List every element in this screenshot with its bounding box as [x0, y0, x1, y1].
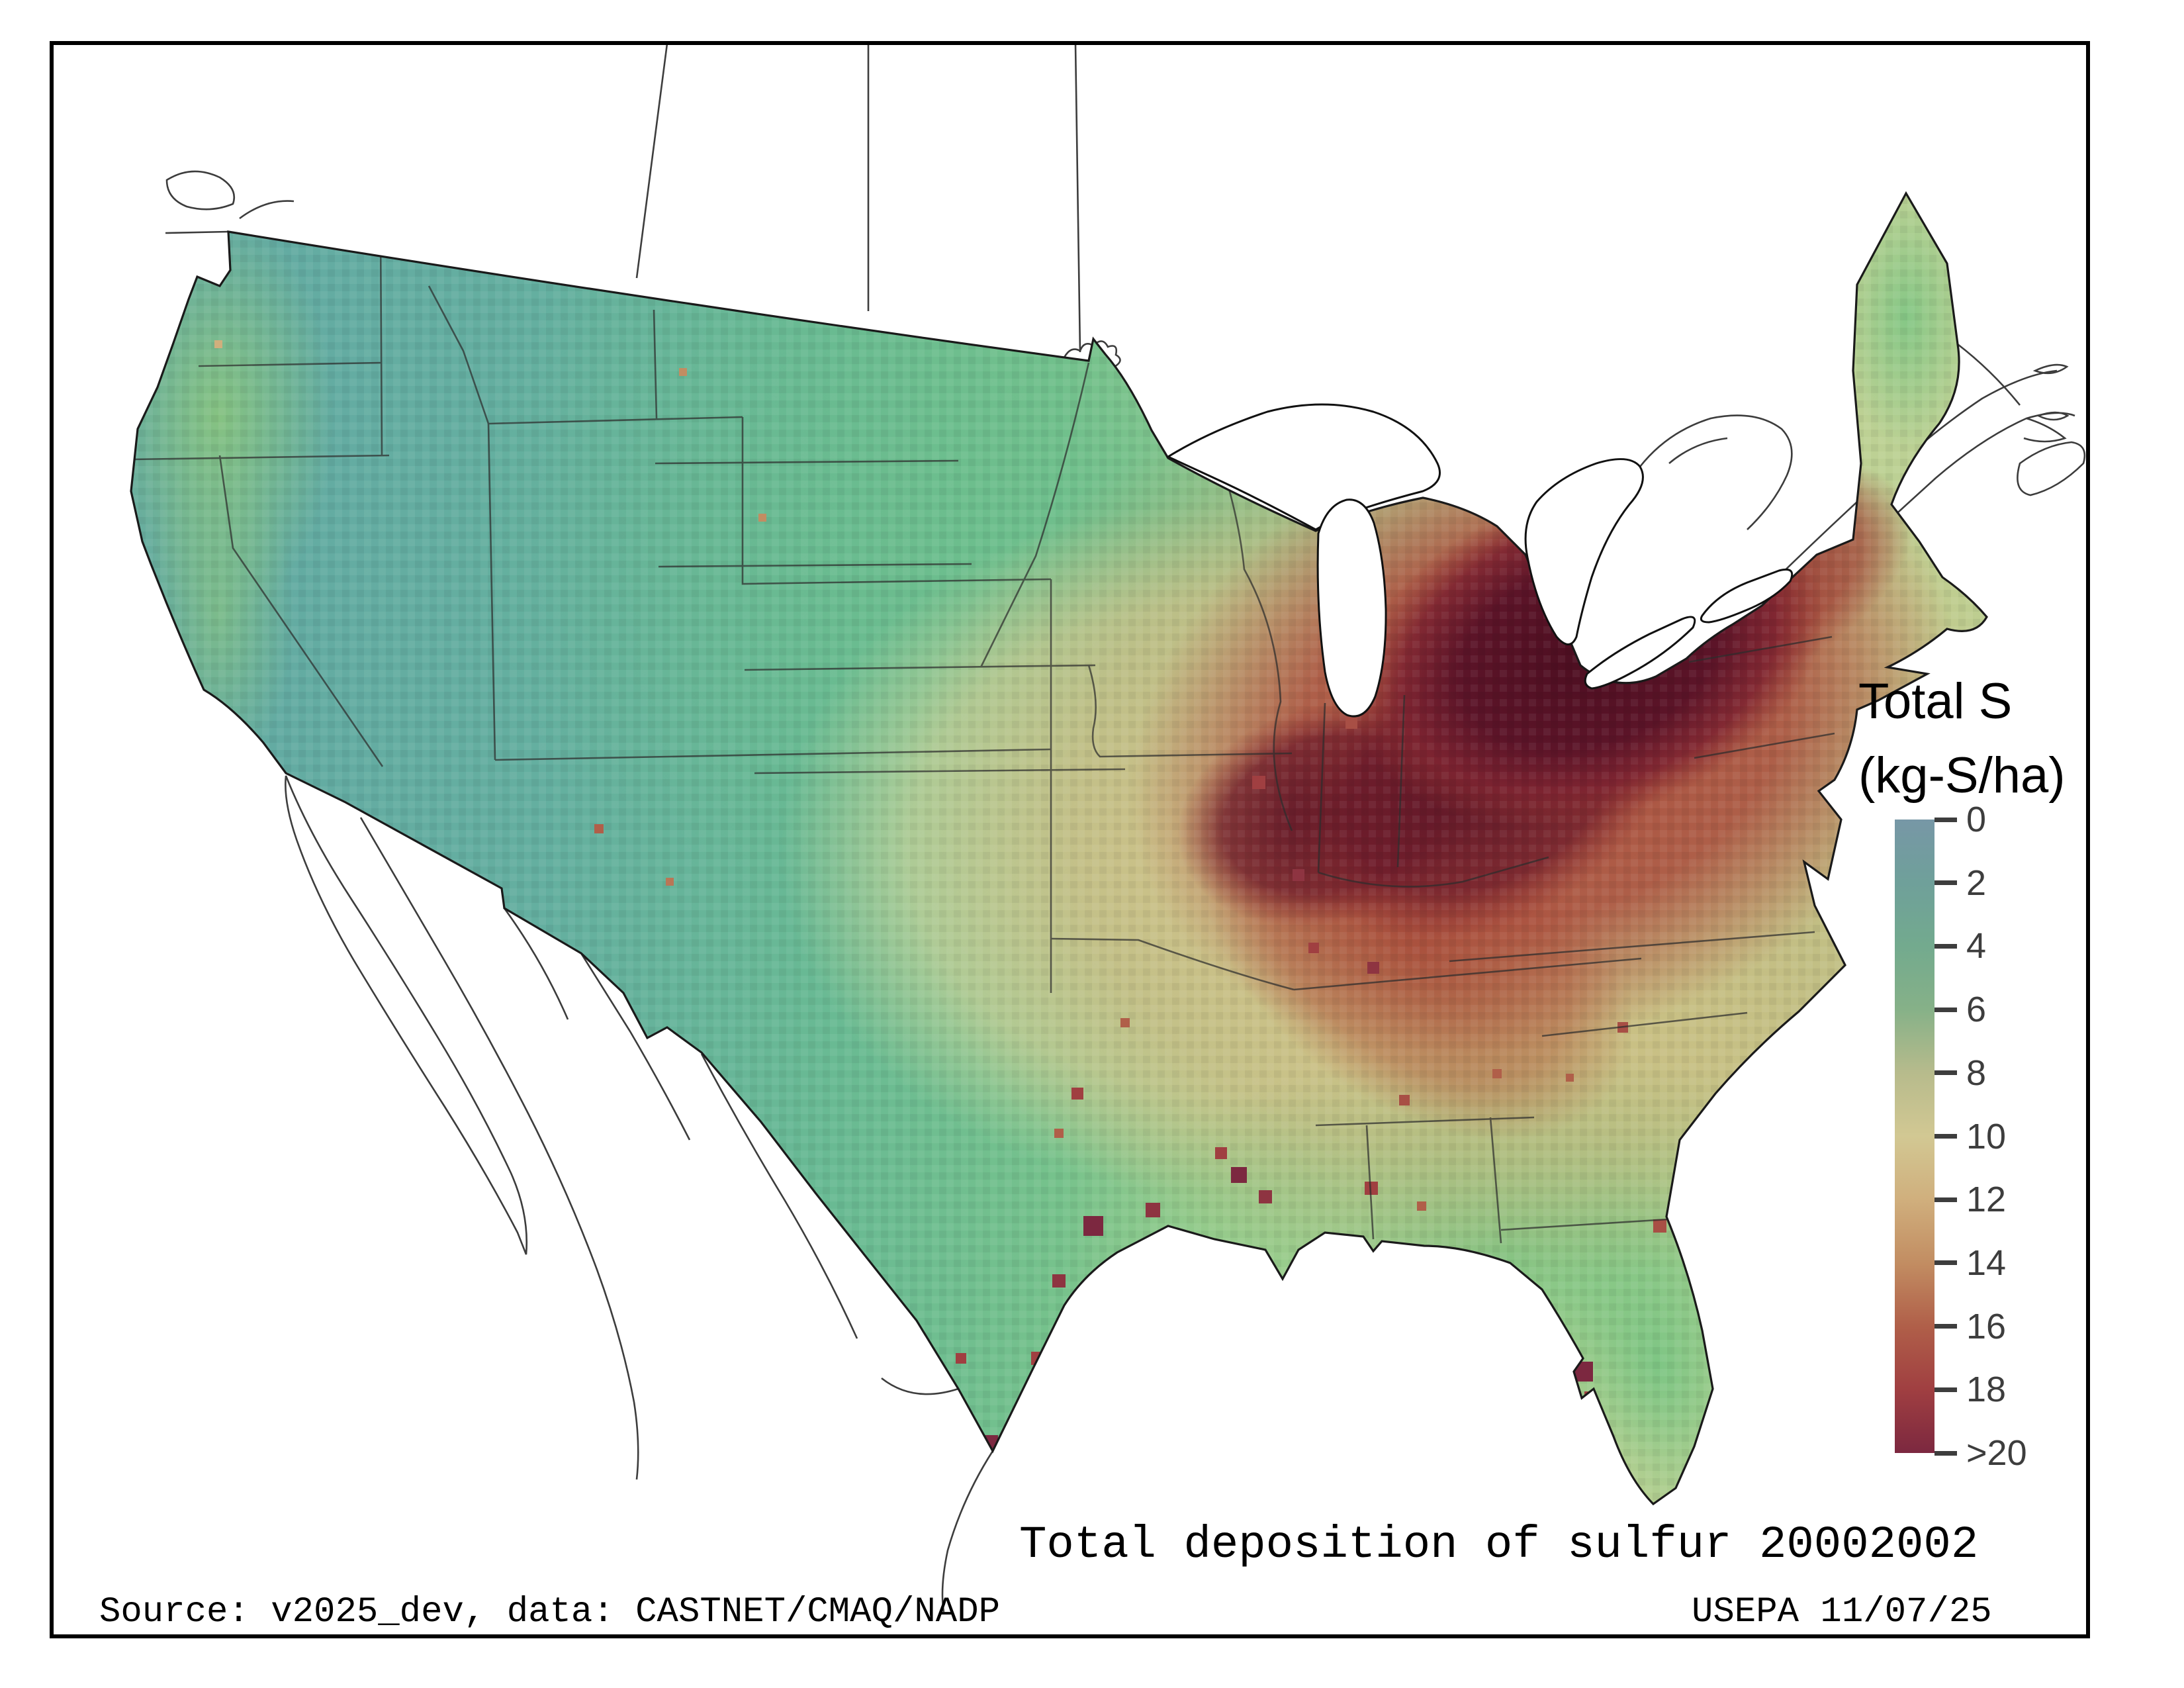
- anticosti-outline: [2032, 363, 2069, 375]
- lake-ontario-shape: [1700, 568, 1794, 624]
- province-border-3: [1074, 43, 1081, 353]
- hotspot-central-texas-1: [1071, 1088, 1083, 1100]
- agency-date-stamp: USEPA 11/07/25: [1692, 1592, 1992, 1632]
- colorbar-tick-mark: [1934, 1450, 1957, 1456]
- colorbar-tick-mark: [1934, 1007, 1957, 1012]
- colorbar-tick-mark: [1934, 1324, 1957, 1329]
- great-lakes: [1165, 403, 1794, 718]
- hotspot-mobile: [1365, 1182, 1378, 1195]
- mexico-east-coast: [941, 1450, 994, 1613]
- colorbar-tick-label: 2: [1966, 863, 1987, 903]
- hotspot-jacksonville: [1653, 1219, 1666, 1233]
- gaspe-outline: [2023, 417, 2067, 443]
- colorbar-tick-mark: [1934, 1387, 1957, 1392]
- colorbar-tick-label: 14: [1966, 1243, 2007, 1283]
- legend-title-line2: (kg-S/ha): [1858, 747, 2066, 804]
- source-note: Source: v2025_dev, data: CASTNET/CMAQ/NA…: [99, 1592, 1001, 1632]
- hotspot-houston-ship-channel: [1083, 1216, 1103, 1236]
- hotspot-laredo: [956, 1353, 966, 1364]
- hotspot-four-corners: [594, 824, 604, 833]
- mexico-state-line-2: [700, 1053, 858, 1339]
- hotspot-baton-rouge: [1231, 1167, 1247, 1183]
- colorbar-tick-label: >20: [1966, 1433, 2027, 1473]
- colorbar-tick-label: 6: [1966, 990, 1987, 1030]
- canada-border-west-extension: [165, 230, 229, 234]
- nova-scotia-outline: [2017, 441, 2086, 496]
- colorbar-tick-mark: [1934, 1260, 1957, 1266]
- hotspot-dallas-area: [1120, 1018, 1130, 1027]
- pei-outline: [2036, 411, 2070, 421]
- rio-grande-interior: [881, 1377, 959, 1395]
- colorbar-tick-scale: 0 2 4 6 8 10 12 14 16 18 >20: [1934, 800, 2093, 1473]
- colorbar-tick-mark: [1934, 1070, 1957, 1076]
- legend-title: Total S (kg-S/ha): [1858, 665, 2066, 813]
- legend-title-line1: Total S: [1858, 673, 2013, 729]
- colorbar-tick-label: 16: [1966, 1306, 2007, 1346]
- colorbar-tick-mark: [1934, 1134, 1957, 1139]
- bc-inlets-line: [239, 200, 295, 220]
- hotspot-chicago-gary: [1345, 717, 1357, 729]
- hotspot-new-orleans: [1259, 1190, 1272, 1203]
- baja-outline: [285, 775, 528, 1255]
- lake-huron-shape: [1524, 458, 1644, 645]
- hotspot-tva-central: [1367, 962, 1379, 974]
- georgian-bay-line-1: [1639, 414, 1793, 530]
- mexico-state-line-1: [580, 953, 691, 1141]
- colorbar-tick-label: 0: [1966, 800, 1987, 839]
- province-border-1: [635, 43, 668, 279]
- colorbar-tick-label: 12: [1966, 1180, 2007, 1220]
- hotspot-miss-river-corridor: [1215, 1147, 1227, 1159]
- colorbar-tick-label: 18: [1966, 1370, 2007, 1410]
- hotspot-tva-west: [1308, 943, 1319, 953]
- mexico-state-line-4: [503, 908, 569, 1020]
- georgian-bay-line-2: [1668, 437, 1728, 464]
- hotspot-wyoming-prb: [758, 514, 766, 522]
- hotspot-st-louis: [1252, 776, 1265, 789]
- hotspot-central-texas-2: [1054, 1129, 1064, 1138]
- hotspot-colstrip-mt: [679, 368, 687, 376]
- colorbar-tick-label: 10: [1966, 1116, 2007, 1156]
- hotspot-nm-plant: [666, 878, 674, 886]
- plot-frame-border: [50, 41, 2090, 1638]
- hotspot-pensacola: [1417, 1201, 1426, 1211]
- lake-erie-shape: [1584, 616, 1696, 690]
- colorbar-tick-label: 4: [1966, 926, 1987, 966]
- hotspot-centralia-wa: [214, 340, 222, 348]
- colorbar-tick-mark: [1934, 817, 1957, 822]
- us-outline: [130, 191, 1988, 1506]
- hotspot-ohio-river-west: [1293, 869, 1304, 881]
- colorbar-tick-mark: [1934, 1197, 1957, 1202]
- lake-superior-shape: [1165, 403, 1441, 531]
- map-caption-title: Total deposition of sulfur 20002002: [1019, 1519, 1979, 1571]
- vancouver-island-outline: [165, 170, 236, 211]
- lake-michigan-shape: [1316, 498, 1387, 718]
- new-brunswick-line: [1957, 343, 2021, 406]
- hotspot-port-arthur: [1146, 1203, 1160, 1217]
- hotspot-matagorda: [1052, 1274, 1066, 1288]
- colorbar-tick-mark: [1934, 943, 1957, 949]
- hotspot-carolinas-2: [1566, 1074, 1574, 1082]
- hotspot-atlanta: [1492, 1069, 1502, 1078]
- colorbar-tick-mark: [1934, 880, 1957, 886]
- colorbar-gradient: [1895, 820, 1934, 1453]
- gulf-of-california-coast: [359, 817, 639, 1480]
- hotspot-birmingham: [1399, 1095, 1410, 1105]
- colorbar-tick-label: 8: [1966, 1053, 1987, 1093]
- state-boundaries: [131, 230, 1835, 1244]
